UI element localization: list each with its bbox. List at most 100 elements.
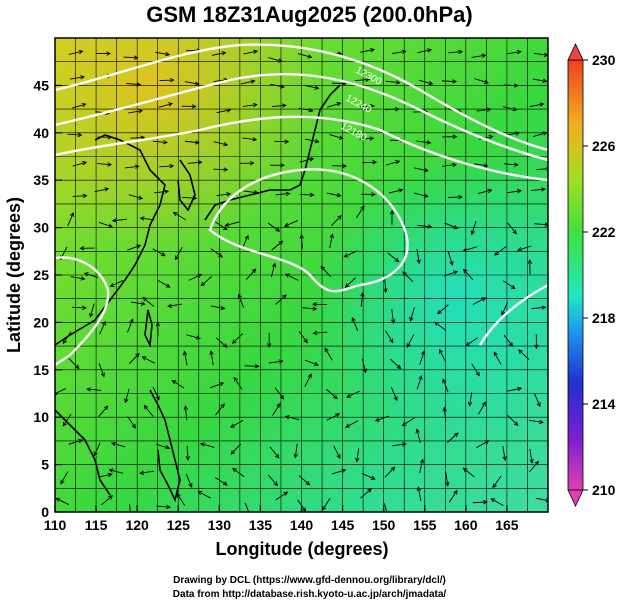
- streamline-arrowhead: [493, 351, 498, 357]
- streamline-arrowhead: [222, 481, 228, 486]
- streamline-arrowhead: [279, 394, 285, 400]
- streamline-arrowhead: [80, 75, 86, 80]
- streamline-arrowhead: [283, 491, 289, 496]
- streamline-arrowhead: [465, 341, 471, 347]
- streamline: [387, 252, 399, 263]
- streamline-arrowhead: [312, 306, 318, 311]
- streamline-arrowhead: [314, 138, 320, 144]
- streamline: [267, 474, 278, 486]
- streamline-arrowhead: [502, 456, 507, 461]
- streamline: [128, 353, 140, 365]
- streamline-arrowhead: [416, 259, 421, 265]
- x-tick-label: 160: [454, 517, 478, 533]
- streamline: [384, 108, 399, 111]
- x-tick-label: 115: [85, 517, 108, 533]
- streamline-arrowhead: [423, 193, 429, 198]
- y-tick-label: 20: [33, 314, 49, 330]
- streamline-arrowhead: [442, 406, 447, 412]
- streamline: [243, 50, 258, 55]
- streamline-arrowhead: [516, 49, 522, 55]
- y-axis-ticks: 0 5 10 15 20 25 30 35 40 45: [33, 77, 62, 520]
- streamline-arrowhead: [223, 167, 229, 172]
- streamline-arrowhead: [111, 218, 117, 223]
- streamline-arrowhead: [135, 352, 140, 358]
- streamline: [402, 271, 414, 283]
- streamline: [70, 276, 85, 280]
- streamline: [71, 306, 86, 309]
- streamline: [101, 495, 113, 506]
- streamline: [285, 273, 299, 281]
- streamline: [299, 158, 314, 163]
- streamline-arrowhead: [143, 404, 149, 410]
- streamline: [355, 78, 370, 82]
- streamline-arrowhead: [139, 216, 145, 221]
- streamline: [442, 80, 457, 83]
- contour-line: [478, 283, 548, 346]
- streamline: [345, 420, 359, 428]
- streamline: [384, 278, 387, 293]
- streamline: [240, 80, 255, 85]
- streamline-arrowhead: [458, 194, 464, 200]
- streamline: [301, 234, 303, 249]
- credit-dcl: Drawing by DCL (https://www.gfd-dennou.o…: [173, 575, 446, 586]
- y-tick-label: 35: [33, 172, 49, 188]
- streamline-arrowhead: [452, 162, 458, 168]
- streamline-arrowhead: [409, 316, 414, 322]
- streamline: [89, 303, 95, 318]
- streamline: [326, 102, 341, 108]
- streamline-arrowhead: [390, 466, 396, 472]
- streamline-arrowhead: [453, 224, 459, 230]
- y-tick-label: 45: [33, 77, 49, 93]
- streamline-arrowhead: [362, 368, 368, 374]
- streamline-arrowhead: [406, 343, 411, 348]
- streamline-arrowhead: [453, 489, 458, 495]
- streamline: [406, 334, 415, 348]
- streamline: [230, 419, 244, 428]
- streamline-arrowhead: [60, 479, 65, 485]
- streamline-arrowhead: [185, 456, 190, 461]
- streamline-arrowhead: [197, 160, 203, 165]
- streamline-arrowhead: [445, 481, 450, 487]
- streamline: [416, 429, 421, 444]
- streamline: [329, 134, 344, 139]
- x-tick-label: 165: [495, 517, 519, 533]
- streamline: [268, 360, 283, 364]
- streamline: [157, 279, 170, 288]
- streamline: [391, 309, 395, 324]
- streamline-arrowhead: [155, 321, 161, 327]
- streamline: [216, 109, 231, 114]
- streamline: [98, 363, 105, 377]
- streamline: [437, 304, 449, 315]
- streamline-arrowhead: [280, 163, 285, 168]
- streamline: [529, 448, 533, 463]
- streamline-arrowhead: [492, 483, 497, 489]
- streamline-arrowhead: [195, 335, 201, 340]
- streamline-arrowhead: [82, 193, 88, 199]
- streamline: [215, 221, 228, 231]
- streamline-arrowhead: [83, 272, 89, 277]
- colorbar-tick-label: 222: [592, 224, 616, 240]
- streamline-arrowhead: [419, 458, 425, 464]
- streamline-arrowhead: [254, 363, 260, 369]
- streamline-arrowhead: [218, 253, 223, 258]
- streamline-arrowhead: [250, 79, 256, 84]
- streamline: [268, 57, 282, 62]
- streamline: [299, 194, 314, 196]
- streamline-arrowhead: [470, 230, 475, 236]
- streamline: [490, 498, 504, 507]
- streamline-arrowhead: [370, 47, 376, 53]
- streamline-arrowhead: [131, 423, 136, 429]
- streamline-arrowhead: [309, 192, 315, 198]
- streamline: [385, 160, 400, 166]
- streamline-arrowhead: [249, 160, 255, 166]
- streamline: [530, 188, 545, 191]
- streamline: [216, 337, 228, 348]
- streamline-arrowhead: [518, 349, 523, 354]
- streamline-arrowhead: [527, 259, 533, 264]
- streamline-arrowhead: [427, 224, 433, 229]
- streamline: [502, 446, 506, 461]
- streamline: [175, 246, 183, 260]
- streamline-arrowhead: [253, 49, 259, 55]
- streamline-arrowhead: [396, 364, 402, 370]
